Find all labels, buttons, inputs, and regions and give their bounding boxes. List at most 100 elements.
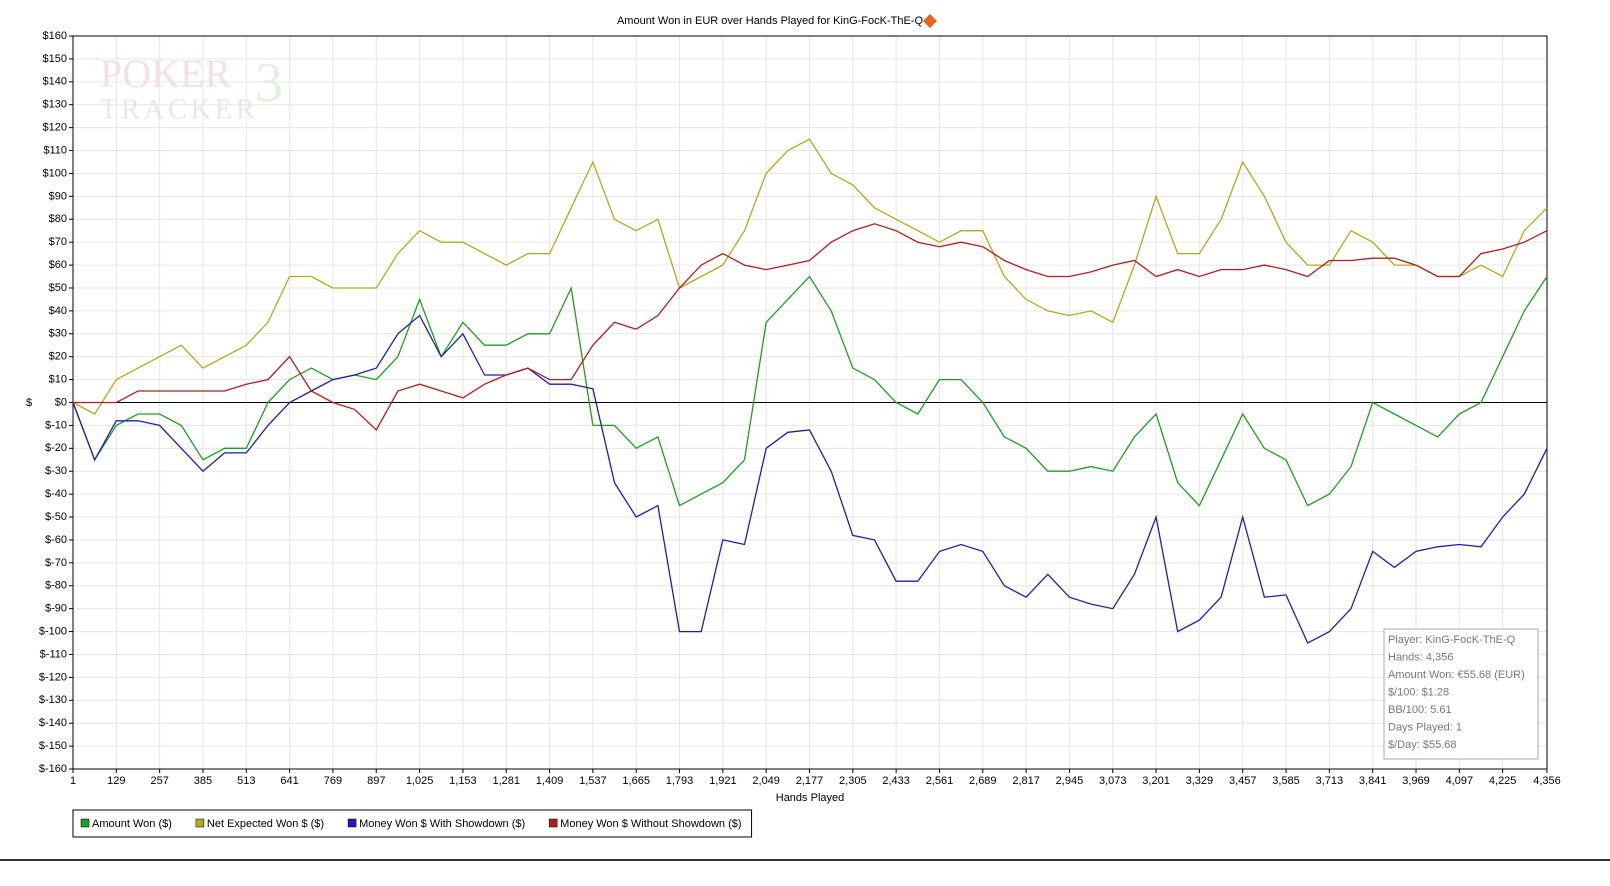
x-tick-label: 513 (237, 775, 255, 787)
x-tick-label: 257 (150, 775, 168, 787)
x-tick-label: 1,153 (449, 775, 477, 787)
legend: Amount Won ($) Net Expected Won $ ($) Mone… (72, 809, 753, 838)
watermark-text: TRACKER (100, 94, 259, 125)
y-tick-label: $-100 (39, 625, 67, 637)
watermark-text: 3 (255, 52, 283, 114)
y-tick-label: $100 (43, 167, 67, 179)
y-tick-label: $120 (43, 122, 67, 134)
y-tick-label: $-20 (45, 442, 67, 454)
series-line (72, 275, 1548, 507)
y-tick-label: $30 (49, 328, 67, 340)
x-tick-label: 1,281 (492, 775, 520, 787)
chart-title: Amount Won in EUR over Hands Played for … (617, 15, 924, 27)
x-tick-label: 641 (280, 775, 298, 787)
x-tick-label: 1,025 (406, 775, 434, 787)
x-tick-label: 3,457 (1229, 775, 1257, 787)
x-tick-label: 2,305 (839, 775, 867, 787)
y-tick-label: $110 (43, 144, 67, 156)
x-tick-label: 4,225 (1489, 775, 1517, 787)
legend-label: Amount Won ($) (92, 818, 172, 830)
y-tick-label: $160 (43, 30, 67, 42)
info-line: Amount Won: €55.68 (EUR) (1388, 669, 1525, 681)
y-tick-label: $-110 (40, 648, 67, 660)
legend-swatch (195, 818, 205, 828)
x-tick-label: 4,356 (1533, 775, 1561, 787)
x-tick-label: 2,561 (926, 775, 954, 787)
info-line: Player: KinG-FocK-ThE-Q (1388, 634, 1516, 646)
x-tick-label: 897 (367, 775, 385, 787)
y-tick-label: $-90 (45, 603, 67, 615)
x-tick-label: 2,945 (1056, 775, 1084, 787)
y-tick-label: $-130 (39, 694, 67, 706)
watermark-text: POKER (100, 51, 231, 96)
y-tick-label: $150 (43, 53, 67, 65)
y-tick-label: $130 (43, 99, 67, 111)
x-tick-label: 1 (70, 775, 76, 787)
x-tick-label: 3,073 (1099, 775, 1127, 787)
x-tick-label: 129 (107, 775, 125, 787)
series-line (72, 314, 1548, 644)
x-tick-label: 3,713 (1316, 775, 1344, 787)
legend-box (72, 809, 753, 838)
x-tick-label: 3,969 (1402, 775, 1430, 787)
x-tick-label: 769 (324, 775, 342, 787)
x-tick-label: 4,097 (1446, 775, 1474, 787)
legend-swatch (347, 818, 357, 828)
info-line: $/100: $1.28 (1388, 686, 1449, 698)
y-tick-label: $-40 (45, 488, 67, 500)
x-tick-label: 3,841 (1359, 775, 1387, 787)
y-axis-label: $ (26, 397, 32, 409)
legend-swatch (80, 818, 90, 828)
y-tick-label: $-140 (39, 717, 67, 729)
x-tick-label: 2,689 (969, 775, 997, 787)
y-tick-label: $140 (43, 76, 67, 88)
x-axis-label: Hands Played (776, 792, 845, 804)
y-tick-label: $10 (49, 374, 67, 386)
y-tick-label: $-150 (39, 740, 67, 752)
y-tick-label: $-120 (39, 671, 67, 683)
y-tick-label: $0 (55, 396, 67, 408)
x-tick-label: 1,409 (536, 775, 564, 787)
x-tick-label: 3,201 (1142, 775, 1170, 787)
info-line: BB/100: 5.61 (1388, 704, 1452, 716)
y-tick-label: $-30 (45, 465, 67, 477)
info-line: Days Played: 1 (1388, 721, 1462, 733)
x-tick-label: 2,177 (796, 775, 824, 787)
y-tick-label: $80 (49, 213, 67, 225)
legend-swatch (548, 818, 558, 828)
series-line (73, 223, 1548, 432)
info-line: $/Day: $55.68 (1388, 739, 1457, 751)
y-tick-label: $50 (49, 282, 67, 294)
y-tick-label: $70 (49, 236, 67, 248)
series-line (72, 138, 1548, 415)
x-tick-label: 2,049 (752, 775, 780, 787)
y-tick-label: $-160 (39, 763, 67, 775)
y-tick-label: $60 (49, 259, 67, 271)
y-tick-label: $90 (49, 190, 67, 202)
y-tick-label: $-60 (45, 534, 67, 546)
legend-label: Net Expected Won $ ($) (207, 818, 324, 830)
x-tick-label: 1,537 (579, 775, 607, 787)
watermark: POKER TRACKER 3 (100, 51, 283, 125)
x-tick-label: 1,793 (666, 775, 694, 787)
y-tick-label: $-50 (45, 511, 67, 523)
info-box-frame (1383, 628, 1539, 760)
x-tick-label: 1,921 (709, 775, 737, 787)
x-tick-label: 3,329 (1186, 775, 1214, 787)
y-tick-label: $20 (49, 351, 67, 363)
y-tick-label: $-10 (45, 419, 67, 431)
x-tick-label: 3,585 (1272, 775, 1300, 787)
info-line: Hands: 4,356 (1388, 651, 1453, 663)
x-tick-label: 1,665 (622, 775, 650, 787)
x-tick-label: 2,817 (1012, 775, 1040, 787)
y-tick-label: $40 (49, 305, 67, 317)
y-tick-label: $-80 (45, 580, 67, 592)
title-icon (923, 14, 937, 28)
y-tick-label: $-70 (45, 557, 67, 569)
legend-label: Money Won $ With Showdown ($) (359, 818, 525, 830)
legend-label: Money Won $ Without Showdown ($) (560, 818, 741, 830)
info-box: Player: KinG-FocK-ThE-Q Hands: 4,356 Amoun… (1383, 628, 1539, 760)
x-tick-label: 385 (194, 775, 212, 787)
x-tick-label: 2,433 (882, 775, 910, 787)
